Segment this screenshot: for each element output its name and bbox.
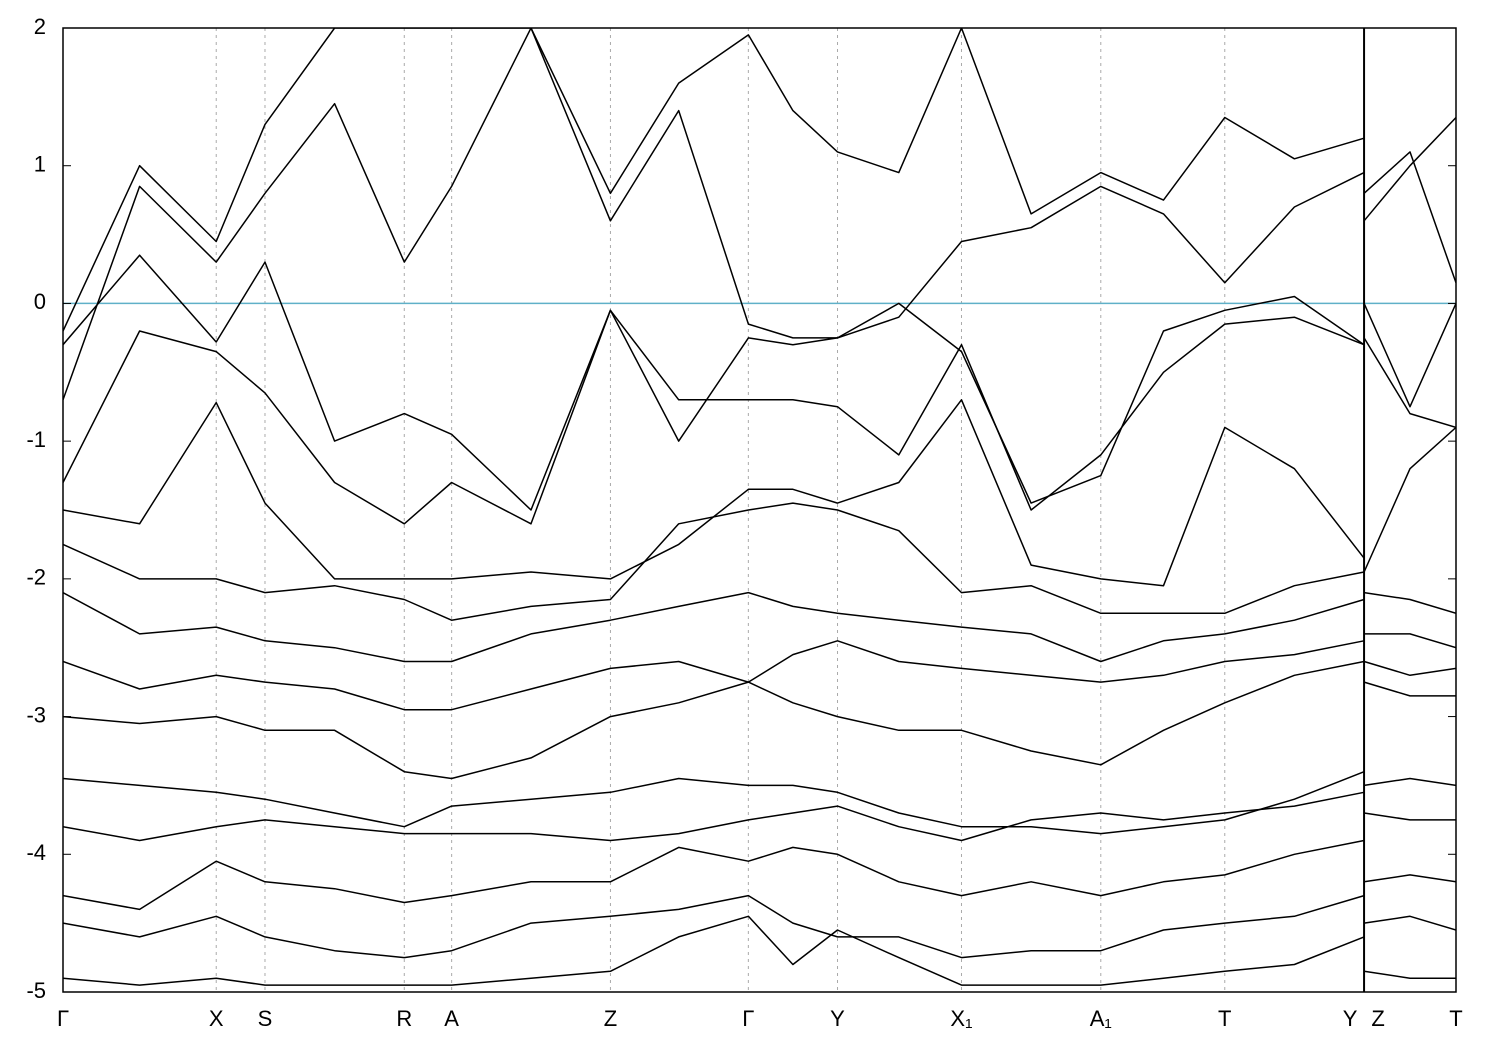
x-tick-label: Y [1343,1006,1358,1031]
grid [215,28,1365,992]
band [63,915,1456,986]
x-tick-label: X₁ [950,1006,972,1031]
x-tick-label: Γ [742,1006,754,1031]
band [63,640,1456,711]
band [63,771,1456,835]
y-tick-label: 2 [34,14,46,39]
y-tick-label: -3 [26,702,46,727]
x-tick-label: X [209,1006,224,1031]
x-tick-label: A [444,1006,459,1031]
band [63,502,1456,621]
y-tick-label: -2 [26,565,46,590]
y-tick-label: 1 [34,152,46,177]
band [63,28,1456,332]
band [63,399,1456,587]
x-tick-label: Y [830,1006,845,1031]
x-tick-label: A₁ [1090,1006,1112,1031]
bands [63,28,1456,986]
band [63,660,1456,780]
band [63,839,1456,911]
x-tick-label: S [258,1006,273,1031]
x-tick-label: Z [1371,1006,1384,1031]
x-tick-label: T [1218,1006,1231,1031]
y-tick-label: -4 [26,840,46,865]
y-tick-label: -1 [26,427,46,452]
x-tick-label: T [1449,1006,1462,1031]
y-tick-label: -5 [26,978,46,1003]
band [63,295,1456,525]
x-tick-label: R [396,1006,412,1031]
x-tick-label: Z [604,1006,617,1031]
x-tick-label: Γ [57,1006,69,1031]
y-tick-label: 0 [34,289,46,314]
plot-frame [62,27,1457,993]
band [63,894,1456,959]
band [63,28,1456,401]
band [63,591,1456,663]
band [63,254,1456,511]
band [63,791,1456,842]
